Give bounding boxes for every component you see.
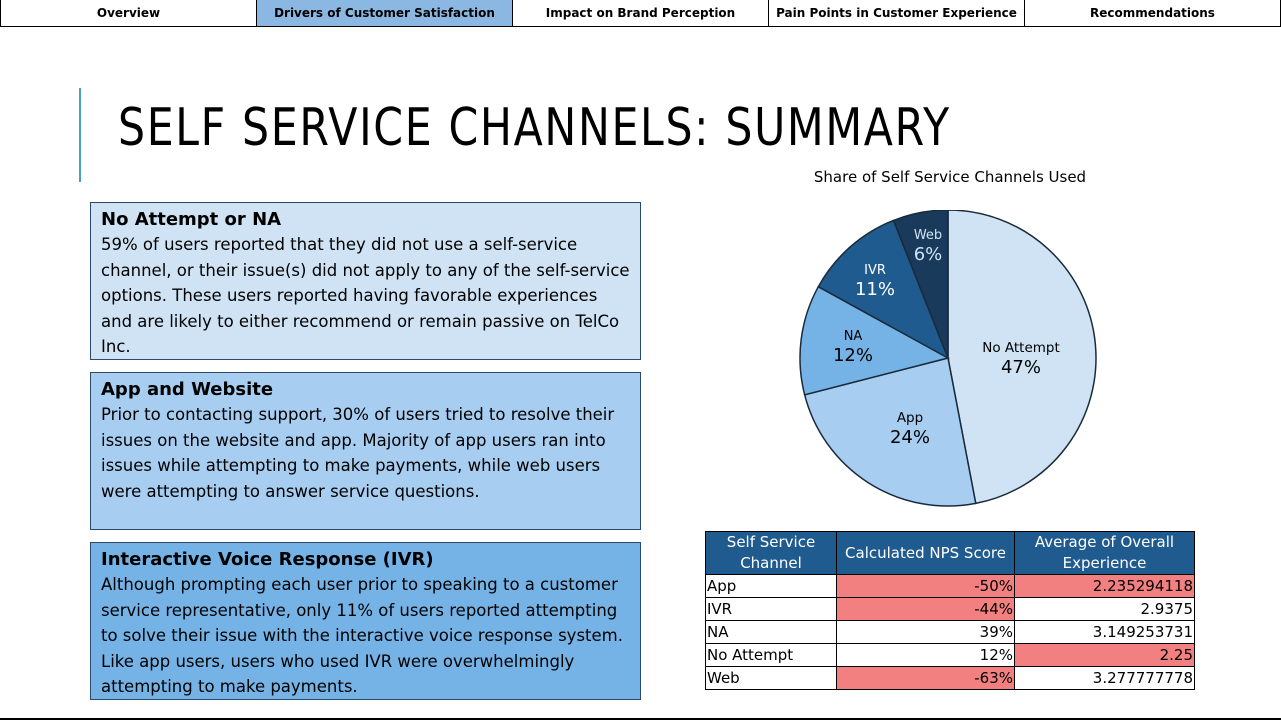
table-row: App -50% 2.235294118 [705, 574, 1195, 598]
nps-table: Self Service Channel Calculated NPS Scor… [705, 531, 1195, 690]
cell-avg: 3.149253731 [1014, 620, 1195, 644]
tab-impact-on-brand-perception[interactable]: Impact on Brand Perception [513, 0, 769, 26]
cell-channel: Web [705, 666, 837, 690]
cell-avg: 3.277777778 [1014, 666, 1195, 690]
pie-value-label: 47% [1001, 357, 1041, 378]
header-channel: Self Service Channel [705, 531, 837, 575]
tab-drivers-of-customer-satisfaction[interactable]: Drivers of Customer Satisfaction [257, 0, 513, 26]
card-no-attempt: No Attempt or NA 59% of users reported t… [90, 202, 641, 360]
bottom-rule [0, 718, 1281, 720]
card-app-website: App and Website Prior to contacting supp… [90, 372, 641, 530]
pie-label: IVR [864, 263, 886, 278]
pie-slice-web [892, 210, 949, 359]
cell-nps: -63% [836, 666, 1015, 690]
page-title: SELF SERVICE CHANNELS: SUMMARY [118, 98, 951, 158]
cell-avg: 2.9375 [1014, 597, 1195, 621]
cell-avg: 2.235294118 [1014, 574, 1195, 598]
pie-slice-app [803, 357, 977, 507]
card-heading: App and Website [101, 379, 274, 400]
pie-label: App [897, 410, 923, 426]
cell-nps: 39% [836, 620, 1015, 644]
header-avg: Average of Overall Experience [1014, 531, 1195, 575]
header-nps: Calculated NPS Score [836, 531, 1015, 575]
cell-channel: App [705, 574, 837, 598]
pie-value-label: 6% [914, 244, 943, 265]
cell-channel: No Attempt [705, 643, 837, 667]
pie-value-label: 12% [833, 345, 873, 366]
card-body: Prior to contacting support, 30% of user… [101, 405, 615, 501]
table-row: No Attempt 12% 2.25 [705, 643, 1195, 667]
tab-recommendations[interactable]: Recommendations [1025, 0, 1281, 26]
cell-avg: 2.25 [1014, 643, 1195, 667]
cell-nps: -50% [836, 574, 1015, 598]
card-ivr: Interactive Voice Response (IVR) Althoug… [90, 542, 641, 700]
pie-slice-ivr [817, 219, 950, 360]
table-row: IVR -44% 2.9375 [705, 597, 1195, 621]
cell-channel: IVR [705, 597, 837, 621]
pie-value-label: 24% [890, 427, 930, 448]
top-nav: Overview Drivers of Customer Satisfactio… [0, 0, 1281, 27]
pie-label: No Attempt [982, 340, 1060, 356]
table-row: NA 39% 3.149253731 [705, 620, 1195, 644]
cell-channel: NA [705, 620, 837, 644]
chart-title: Share of Self Service Channels Used [813, 168, 1087, 186]
cell-nps: 12% [836, 643, 1015, 667]
pie-label: Web [914, 228, 942, 243]
pie-slice-no-attempt [947, 210, 1097, 505]
pie-value-label: 11% [855, 279, 895, 300]
tab-overview[interactable]: Overview [0, 0, 257, 26]
table-header-row: Self Service Channel Calculated NPS Scor… [705, 531, 1195, 575]
card-heading: Interactive Voice Response (IVR) [101, 549, 434, 570]
card-body: 59% of users reported that they did not … [101, 235, 630, 356]
table-row: Web -63% 3.277777778 [705, 666, 1195, 690]
card-body: Although prompting each user prior to sp… [101, 575, 623, 696]
pie-slice-na [799, 285, 951, 396]
card-heading: No Attempt or NA [101, 209, 282, 230]
pie-label: NA [844, 329, 863, 344]
cell-nps: -44% [836, 597, 1015, 621]
title-accent-line [79, 88, 81, 182]
tab-pain-points[interactable]: Pain Points in Customer Experience [769, 0, 1025, 26]
